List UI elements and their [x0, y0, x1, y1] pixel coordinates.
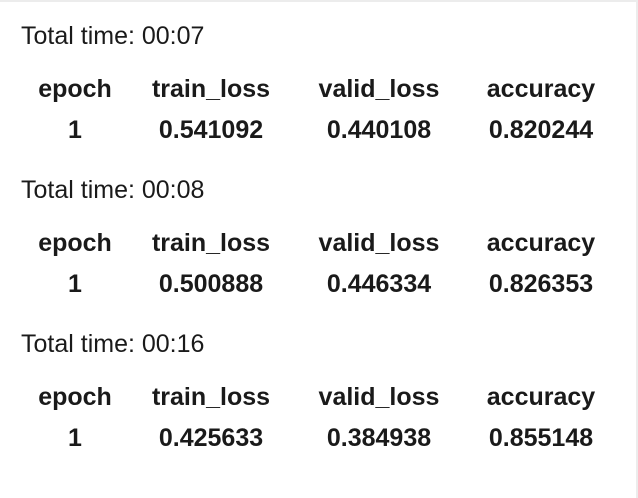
cell-train-loss: 0.425633: [158, 424, 264, 452]
column-header-epoch: epoch: [38, 229, 112, 257]
cell-accuracy: 0.820244: [488, 116, 594, 144]
cell-accuracy: 0.855148: [488, 424, 594, 452]
column-header-epoch: epoch: [38, 383, 112, 411]
cell-epoch: 1: [68, 424, 82, 452]
cell-valid-loss: 0.384938: [326, 424, 432, 452]
cell-valid-loss: 0.446334: [326, 270, 432, 298]
column-header-valid-loss: valid_loss: [318, 75, 440, 103]
column-header-valid-loss: valid_loss: [318, 229, 440, 257]
total-time-label: Total time: 00:07: [21, 22, 205, 50]
column-header-accuracy: accuracy: [486, 75, 596, 103]
cell-epoch: 1: [68, 270, 82, 298]
cell-train-loss: 0.500888: [158, 270, 264, 298]
total-time-label: Total time: 00:16: [21, 330, 205, 358]
cell-valid-loss: 0.440108: [326, 116, 432, 144]
cell-train-loss: 0.541092: [158, 116, 264, 144]
column-header-train-loss: train_loss: [151, 75, 271, 103]
column-header-accuracy: accuracy: [486, 229, 596, 257]
column-header-valid-loss: valid_loss: [318, 383, 440, 411]
column-header-train-loss: train_loss: [151, 383, 271, 411]
column-header-epoch: epoch: [38, 75, 112, 103]
column-header-accuracy: accuracy: [486, 383, 596, 411]
total-time-label: Total time: 00:08: [21, 176, 205, 204]
column-header-train-loss: train_loss: [151, 229, 271, 257]
cell-accuracy: 0.826353: [488, 270, 594, 298]
cell-epoch: 1: [68, 116, 82, 144]
